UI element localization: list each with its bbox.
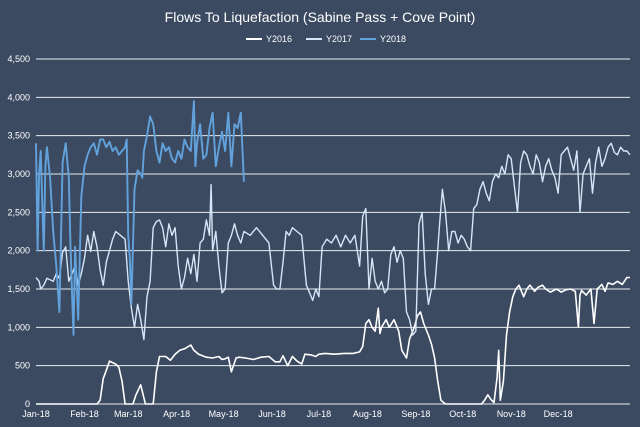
y-tick-label: 500 bbox=[15, 361, 30, 371]
y-tick-label: 3,000 bbox=[7, 169, 30, 179]
legend-label-y2018: Y2018 bbox=[380, 34, 406, 44]
y-tick-label: 1,000 bbox=[7, 322, 30, 332]
y-axis-ticks: 0 500 1,000 1,500 2,000 2,500 3,000 3,500 4,000 4… bbox=[7, 54, 30, 409]
x-tick-label: Mar-18 bbox=[114, 409, 143, 419]
series-line-y2018 bbox=[35, 100, 245, 336]
legend-label-y2016: Y2016 bbox=[266, 34, 292, 44]
series-line-y2017 bbox=[35, 142, 631, 341]
x-tick-label: Jun-18 bbox=[258, 409, 286, 419]
legend-label-y2017: Y2017 bbox=[326, 34, 352, 44]
x-tick-label: Aug-18 bbox=[353, 409, 382, 419]
x-tick-label: Oct-18 bbox=[449, 409, 476, 419]
y-tick-label: 4,500 bbox=[7, 54, 30, 64]
y-tick-label: 4,000 bbox=[7, 92, 30, 102]
x-tick-label: Nov-18 bbox=[497, 409, 526, 419]
gridlines bbox=[36, 58, 630, 405]
x-tick-label: Feb-18 bbox=[70, 409, 99, 419]
x-tick-label: Dec-18 bbox=[544, 409, 573, 419]
y-tick-label: 2,500 bbox=[7, 207, 30, 217]
y-tick-label: 0 bbox=[25, 399, 30, 409]
x-axis-ticks: Jan-18 Feb-18 Mar-18 Apr-18 May-18 Jun-18 Jul-… bbox=[22, 409, 572, 419]
y-tick-label: 1,500 bbox=[7, 284, 30, 294]
chart-title: Flows To Liquefaction (Sabine Pass + Cov… bbox=[165, 9, 476, 25]
y-tick-label: 3,500 bbox=[7, 131, 30, 141]
y-tick-label: 2,000 bbox=[7, 246, 30, 256]
x-tick-label: Sep-18 bbox=[401, 409, 430, 419]
x-tick-label: May-18 bbox=[209, 409, 239, 419]
series-line-y2016 bbox=[36, 276, 630, 405]
series-lines bbox=[35, 100, 631, 405]
x-tick-label: Apr-18 bbox=[163, 409, 190, 419]
x-tick-label: Jan-18 bbox=[22, 409, 50, 419]
x-tick-label: Jul-18 bbox=[307, 409, 332, 419]
chart-legend: Y2016 Y2017 Y2018 bbox=[246, 34, 406, 44]
